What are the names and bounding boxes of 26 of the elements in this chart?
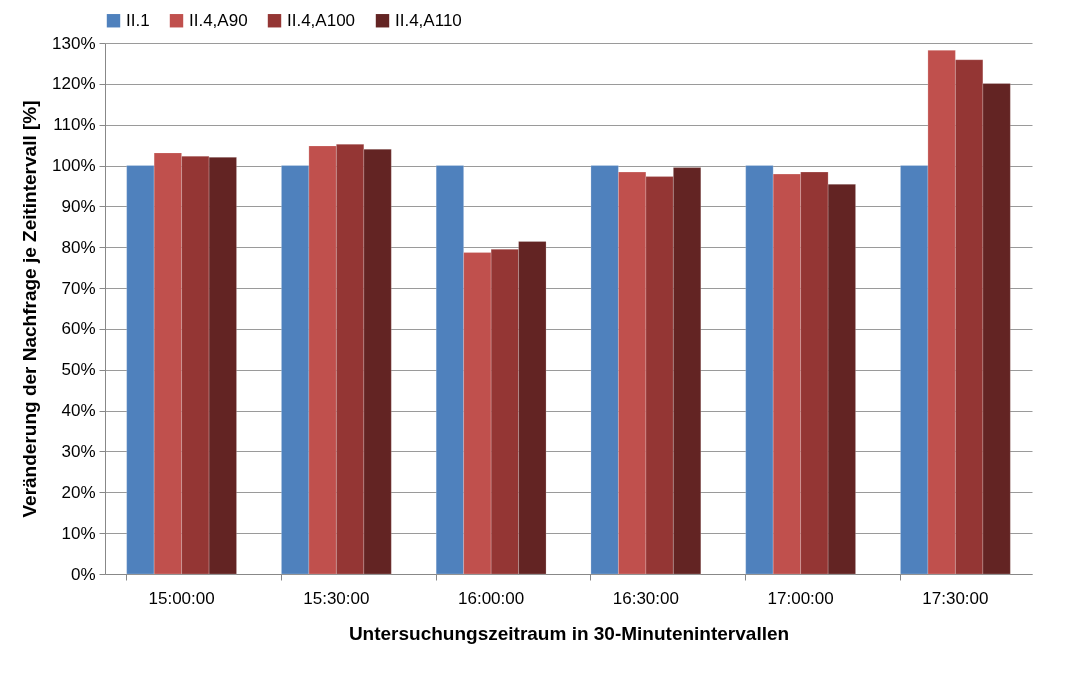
y-tick-label: 130% [52, 33, 96, 53]
y-tick-label: 30% [61, 441, 96, 461]
legend-label: II.4,A90 [189, 10, 248, 30]
y-tick-label: 80% [61, 237, 96, 257]
x-tick-label: 16:30:00 [612, 588, 679, 608]
legend-label: II.4,A100 [287, 10, 356, 30]
y-tick-label: 0% [70, 564, 96, 584]
legend-label: II.4,A110 [395, 10, 462, 30]
y-tick-label: 100% [52, 156, 96, 176]
x-tick-label: 17:30:00 [922, 588, 989, 608]
y-tick-label: 20% [61, 482, 96, 502]
y-tick-label: 10% [61, 523, 96, 543]
y-tick-label: 70% [61, 278, 96, 298]
y-axis-title: Veränderung der Nachfrage je Zeitintervall [%] [19, 100, 41, 518]
y-tick-label: 120% [52, 74, 96, 94]
x-axis-title: Untersuchungszeitraum in 30-Minutenintervallen [348, 622, 790, 644]
y-tick-label: 50% [61, 360, 96, 380]
x-tick-label: 17:00:00 [767, 588, 834, 608]
y-tick-label: 40% [61, 401, 96, 421]
y-tick-label: 90% [61, 196, 96, 216]
y-tick-label: 110% [53, 115, 96, 135]
y-tick-label: 60% [61, 319, 96, 339]
x-tick-label: 15:00:00 [148, 588, 215, 608]
x-tick-label: 16:00:00 [458, 588, 525, 608]
legend-label: II.1 [126, 10, 150, 30]
x-tick-label: 15:30:00 [303, 588, 370, 608]
